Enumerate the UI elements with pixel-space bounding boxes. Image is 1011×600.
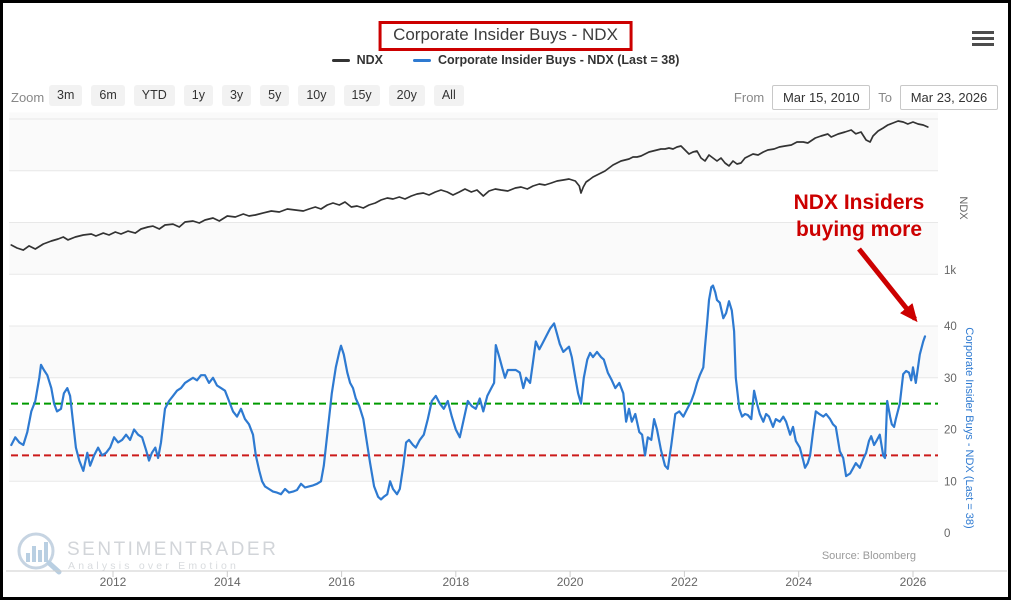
hamburger-icon <box>972 43 994 46</box>
ndx-series-line[interactable] <box>10 120 929 251</box>
insider-buys-series-line[interactable] <box>10 284 927 501</box>
x-axis-tick-label: 2020 <box>557 575 584 589</box>
from-date-input[interactable] <box>772 85 871 110</box>
legend-label: Corporate Insider Buys - NDX (Last = 38) <box>438 53 680 67</box>
zoom-label: Zoom <box>11 90 45 105</box>
chart-canvas: SENTIMENTRADER Analysis over Emotion 201… <box>6 112 1007 589</box>
to-date-input[interactable] <box>900 85 998 110</box>
insider-axis-title: Corporate Insider Buys - NDX (Last = 38) <box>963 327 975 528</box>
to-label: To <box>878 90 892 105</box>
source-credit: Source: Bloomberg <box>822 550 916 562</box>
chart-legend: NDX Corporate Insider Buys - NDX (Last =… <box>3 53 1008 67</box>
hamburger-icon <box>972 31 994 34</box>
zoom-button-3y[interactable]: 3y <box>221 85 252 106</box>
insider-axis-tick-label: 10 <box>944 476 957 488</box>
zoom-button-5y[interactable]: 5y <box>260 85 290 106</box>
zoom-button-ytd[interactable]: YTD <box>133 85 175 106</box>
insider-axis-tick-label: 0 <box>944 528 950 540</box>
x-axis-tick-label: 2018 <box>442 575 469 589</box>
zoom-button-all[interactable]: All <box>433 85 464 106</box>
zoom-button-3m[interactable]: 3m <box>49 85 83 106</box>
date-range: From To <box>734 85 998 110</box>
ndx-axis-title: NDX <box>957 196 969 220</box>
ndx-axis-tick-label: 1k <box>944 265 956 277</box>
zoom-buttons: 3m 6m YTD 1y 3y 5y 10y 15y 20y All <box>49 85 464 106</box>
from-label: From <box>733 90 765 105</box>
x-axis-tick-label: 2026 <box>900 575 927 589</box>
x-axis-tick-label: 2014 <box>214 575 241 589</box>
annotation-text-line2: buying more <box>796 218 922 241</box>
zoom-button-1y[interactable]: 1y <box>183 85 213 106</box>
insider-axis-tick-label: 40 <box>944 321 957 333</box>
zoom-button-10y[interactable]: 10y <box>298 85 335 106</box>
title-highlight-box: Corporate Insider Buys - NDX <box>378 21 633 51</box>
range-toolbar: Zoom 3m 6m YTD 1y 3y 5y 10y 15y 20y All … <box>3 85 1008 111</box>
annotation-text-line1: NDX Insiders <box>794 191 925 214</box>
legend-item-ndx[interactable]: NDX <box>331 53 383 67</box>
insider-axis-tick-label: 20 <box>944 425 957 437</box>
legend-dash-icon <box>331 58 350 62</box>
watermark-tagline: Analysis over Emotion <box>68 560 239 572</box>
x-axis-tick-label: 2012 <box>100 575 127 589</box>
page-title: Corporate Insider Buys - NDX <box>393 25 618 44</box>
zoom-button-6m[interactable]: 6m <box>91 85 125 106</box>
zoom-button-15y[interactable]: 15y <box>343 85 380 106</box>
chart-plot-area[interactable] <box>11 113 938 571</box>
legend-label: NDX <box>356 53 383 67</box>
watermark-brand: SENTIMENTRADER <box>67 539 278 560</box>
x-axis-tick-label: 2016 <box>328 575 355 589</box>
x-axis-tick-label: 2024 <box>785 575 812 589</box>
legend-dash-icon <box>413 58 431 62</box>
insider-axis-tick-label: 30 <box>944 373 957 385</box>
zoom-button-20y[interactable]: 20y <box>388 85 425 106</box>
x-axis-tick-label: 2022 <box>671 575 698 589</box>
menu-button[interactable] <box>972 31 994 49</box>
annotation-arrow <box>857 247 918 323</box>
legend-item-insider-buys[interactable]: Corporate Insider Buys - NDX (Last = 38) <box>413 53 679 67</box>
grid-band <box>9 112 938 171</box>
grid-band <box>9 222 938 275</box>
grid-band <box>9 326 938 378</box>
hamburger-icon <box>972 37 994 40</box>
